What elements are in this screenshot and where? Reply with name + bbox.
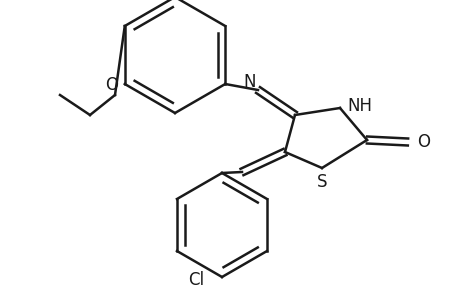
Text: O: O — [105, 76, 118, 94]
Text: S: S — [316, 173, 326, 191]
Text: N: N — [243, 73, 256, 91]
Text: Cl: Cl — [188, 271, 204, 289]
Text: O: O — [417, 133, 430, 151]
Text: NH: NH — [347, 97, 372, 115]
